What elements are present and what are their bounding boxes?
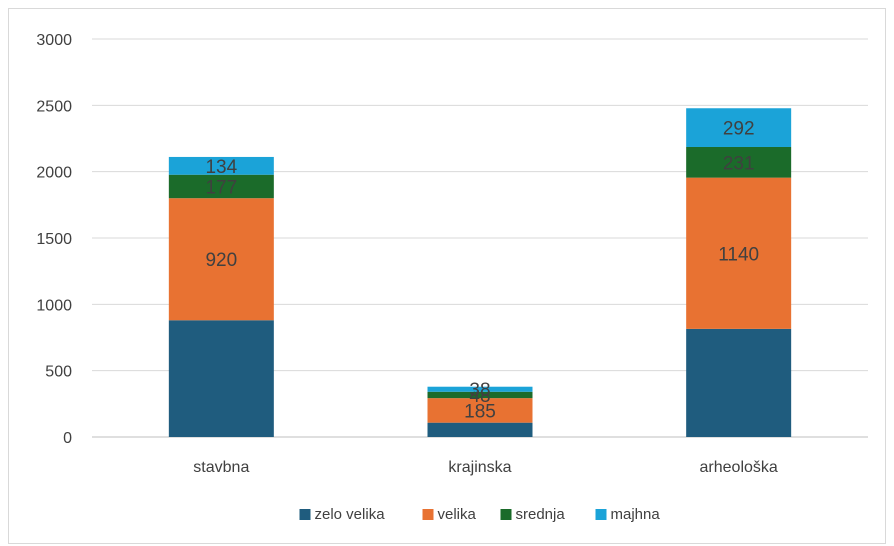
bar-segment [168, 198, 274, 321]
y-tick-label: 500 [45, 364, 72, 381]
data-label: 1140 [718, 244, 759, 265]
bar-segment [427, 398, 533, 423]
legend-label: srednja [516, 506, 566, 523]
bar-segment [168, 320, 274, 437]
legend-label: velika [438, 506, 477, 523]
data-label: 920 [205, 250, 237, 271]
x-category-label: stavbna [193, 459, 249, 476]
data-label: 292 [723, 119, 755, 140]
y-tick-label: 2000 [36, 165, 72, 182]
bar-segment [427, 386, 533, 392]
y-tick-label: 0 [63, 430, 72, 447]
data-label: 134 [205, 157, 237, 178]
data-label: 231 [723, 153, 755, 174]
y-tick-label: 1500 [36, 231, 72, 248]
y-tick-label: 3000 [36, 32, 72, 49]
bar-segment [427, 391, 533, 399]
legend-swatch [595, 509, 607, 520]
data-label: 185 [464, 401, 496, 422]
bar-segment [686, 146, 792, 178]
bar-segment [686, 108, 792, 147]
bar-segment [686, 177, 792, 329]
bar-segment [427, 422, 533, 437]
data-label: 177 [205, 177, 237, 198]
y-tick-label: 1000 [36, 297, 72, 314]
bar-segment [686, 328, 792, 437]
y-tick-label: 2500 [36, 98, 72, 115]
bar-segment [168, 156, 274, 175]
legend-swatch [500, 509, 512, 520]
x-category-label: krajinska [448, 459, 511, 476]
legend-label: zelo velika [315, 506, 386, 523]
x-category-label: arheološka [700, 459, 778, 476]
legend-label: majhna [611, 506, 661, 523]
data-label: 38 [469, 380, 490, 401]
legend-swatch [299, 509, 311, 520]
bar-segment [168, 174, 274, 199]
legend-swatch [422, 509, 434, 520]
